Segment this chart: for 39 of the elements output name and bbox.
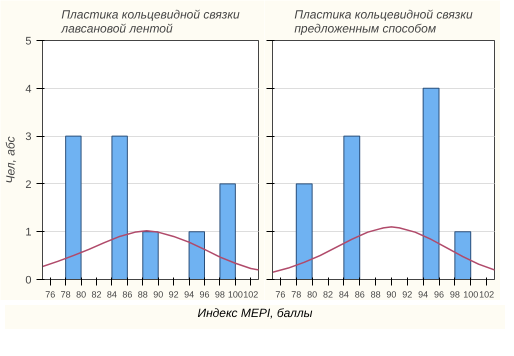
x-tick-label: 92 [168, 290, 179, 300]
x-tick-label: 82 [91, 290, 102, 300]
x-tick-label: 86 [354, 290, 365, 300]
x-tick-label: 88 [370, 290, 381, 300]
x-tick-label: 78 [291, 290, 302, 300]
y-tick-label: 2 [25, 178, 32, 191]
x-axis-title: Индекс MEPI, баллы [196, 305, 314, 322]
y-tick-label: 1 [25, 226, 32, 239]
x-tick-label: 84 [106, 290, 117, 300]
x-tick-label: 94 [184, 290, 194, 300]
x-tick-label: 98 [450, 290, 460, 300]
x-tick-label: 102 [243, 290, 258, 300]
y-tick-label: 5 [25, 36, 32, 48]
x-tick-label: 90 [153, 290, 164, 300]
y-tick-label: 0 [25, 274, 32, 286]
x-tick-label: 98 [214, 290, 225, 300]
x-tick-label: 78 [60, 290, 71, 300]
y-axis-title: Чел, абс [3, 136, 18, 184]
x-tick-label: 84 [338, 290, 349, 300]
x-tick-label: 80 [76, 290, 86, 300]
x-tick-label: 92 [402, 290, 412, 300]
x-tick-label: 100 [463, 290, 478, 300]
x-tick-label: 76 [275, 290, 286, 300]
x-tick-label: 102 [479, 290, 494, 300]
line-series [42, 230, 258, 271]
chart-title: Пластика кольцевидной связки лавсановой лентой [60, 8, 240, 36]
x-tick-label: 82 [322, 290, 334, 300]
x-tick-label: 80 [307, 290, 318, 300]
x-tick-label: 88 [138, 290, 148, 300]
x-tick-label: 76 [45, 290, 56, 300]
x-tick-label: 90 [386, 290, 396, 300]
x-tick-label: 94 [418, 290, 428, 300]
x-tick-label: 100 [228, 290, 243, 300]
x-tick-label: 96 [434, 290, 444, 300]
chart-title: Пластика кольцевидной связки предложенным способом [294, 8, 474, 36]
x-tick-label: 86 [122, 290, 132, 300]
y-tick-label: 4 [25, 83, 32, 96]
y-tick-label: 3 [25, 131, 32, 144]
x-tick-label: 96 [199, 290, 210, 300]
